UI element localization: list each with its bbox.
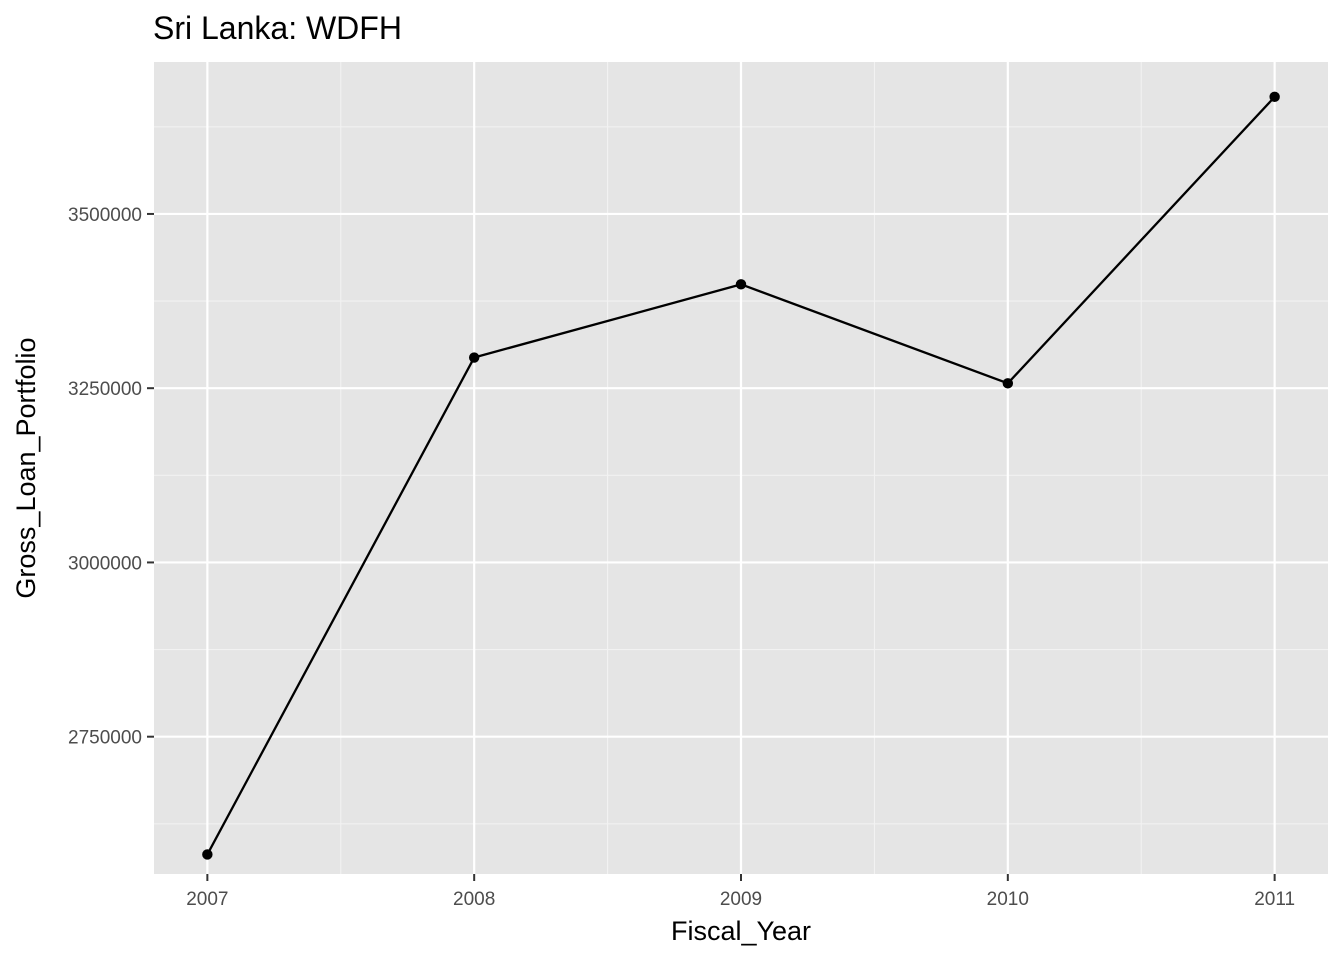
major-gridlines <box>154 62 1328 874</box>
data-point <box>1002 378 1014 389</box>
y-axis-title: Gross_Loan_Portfolio <box>11 337 41 598</box>
data-point <box>202 849 213 860</box>
y-axis: 2750000 3000000 3250000 3500000 <box>68 205 154 749</box>
data-point <box>1269 91 1280 103</box>
x-tick-label: 2010 <box>987 889 1029 910</box>
data-point <box>468 352 480 363</box>
x-tick-label: 2009 <box>720 889 762 910</box>
data-series <box>202 91 1280 860</box>
y-tick-label: 3500000 <box>68 205 142 226</box>
y-tick-label: 3000000 <box>68 553 142 574</box>
x-axis-title: Fiscal_Year <box>671 916 811 946</box>
data-point <box>735 279 747 290</box>
chart-title: Sri Lanka: WDFH <box>153 10 402 46</box>
x-tick-label: 2011 <box>1254 889 1295 910</box>
y-tick-label: 2750000 <box>68 728 142 749</box>
x-tick-label: 2008 <box>453 889 495 910</box>
y-tick-label: 3250000 <box>68 379 142 400</box>
x-tick-label: 2007 <box>186 889 228 910</box>
x-axis: 2007 2008 2009 2010 2011 <box>186 874 1295 910</box>
